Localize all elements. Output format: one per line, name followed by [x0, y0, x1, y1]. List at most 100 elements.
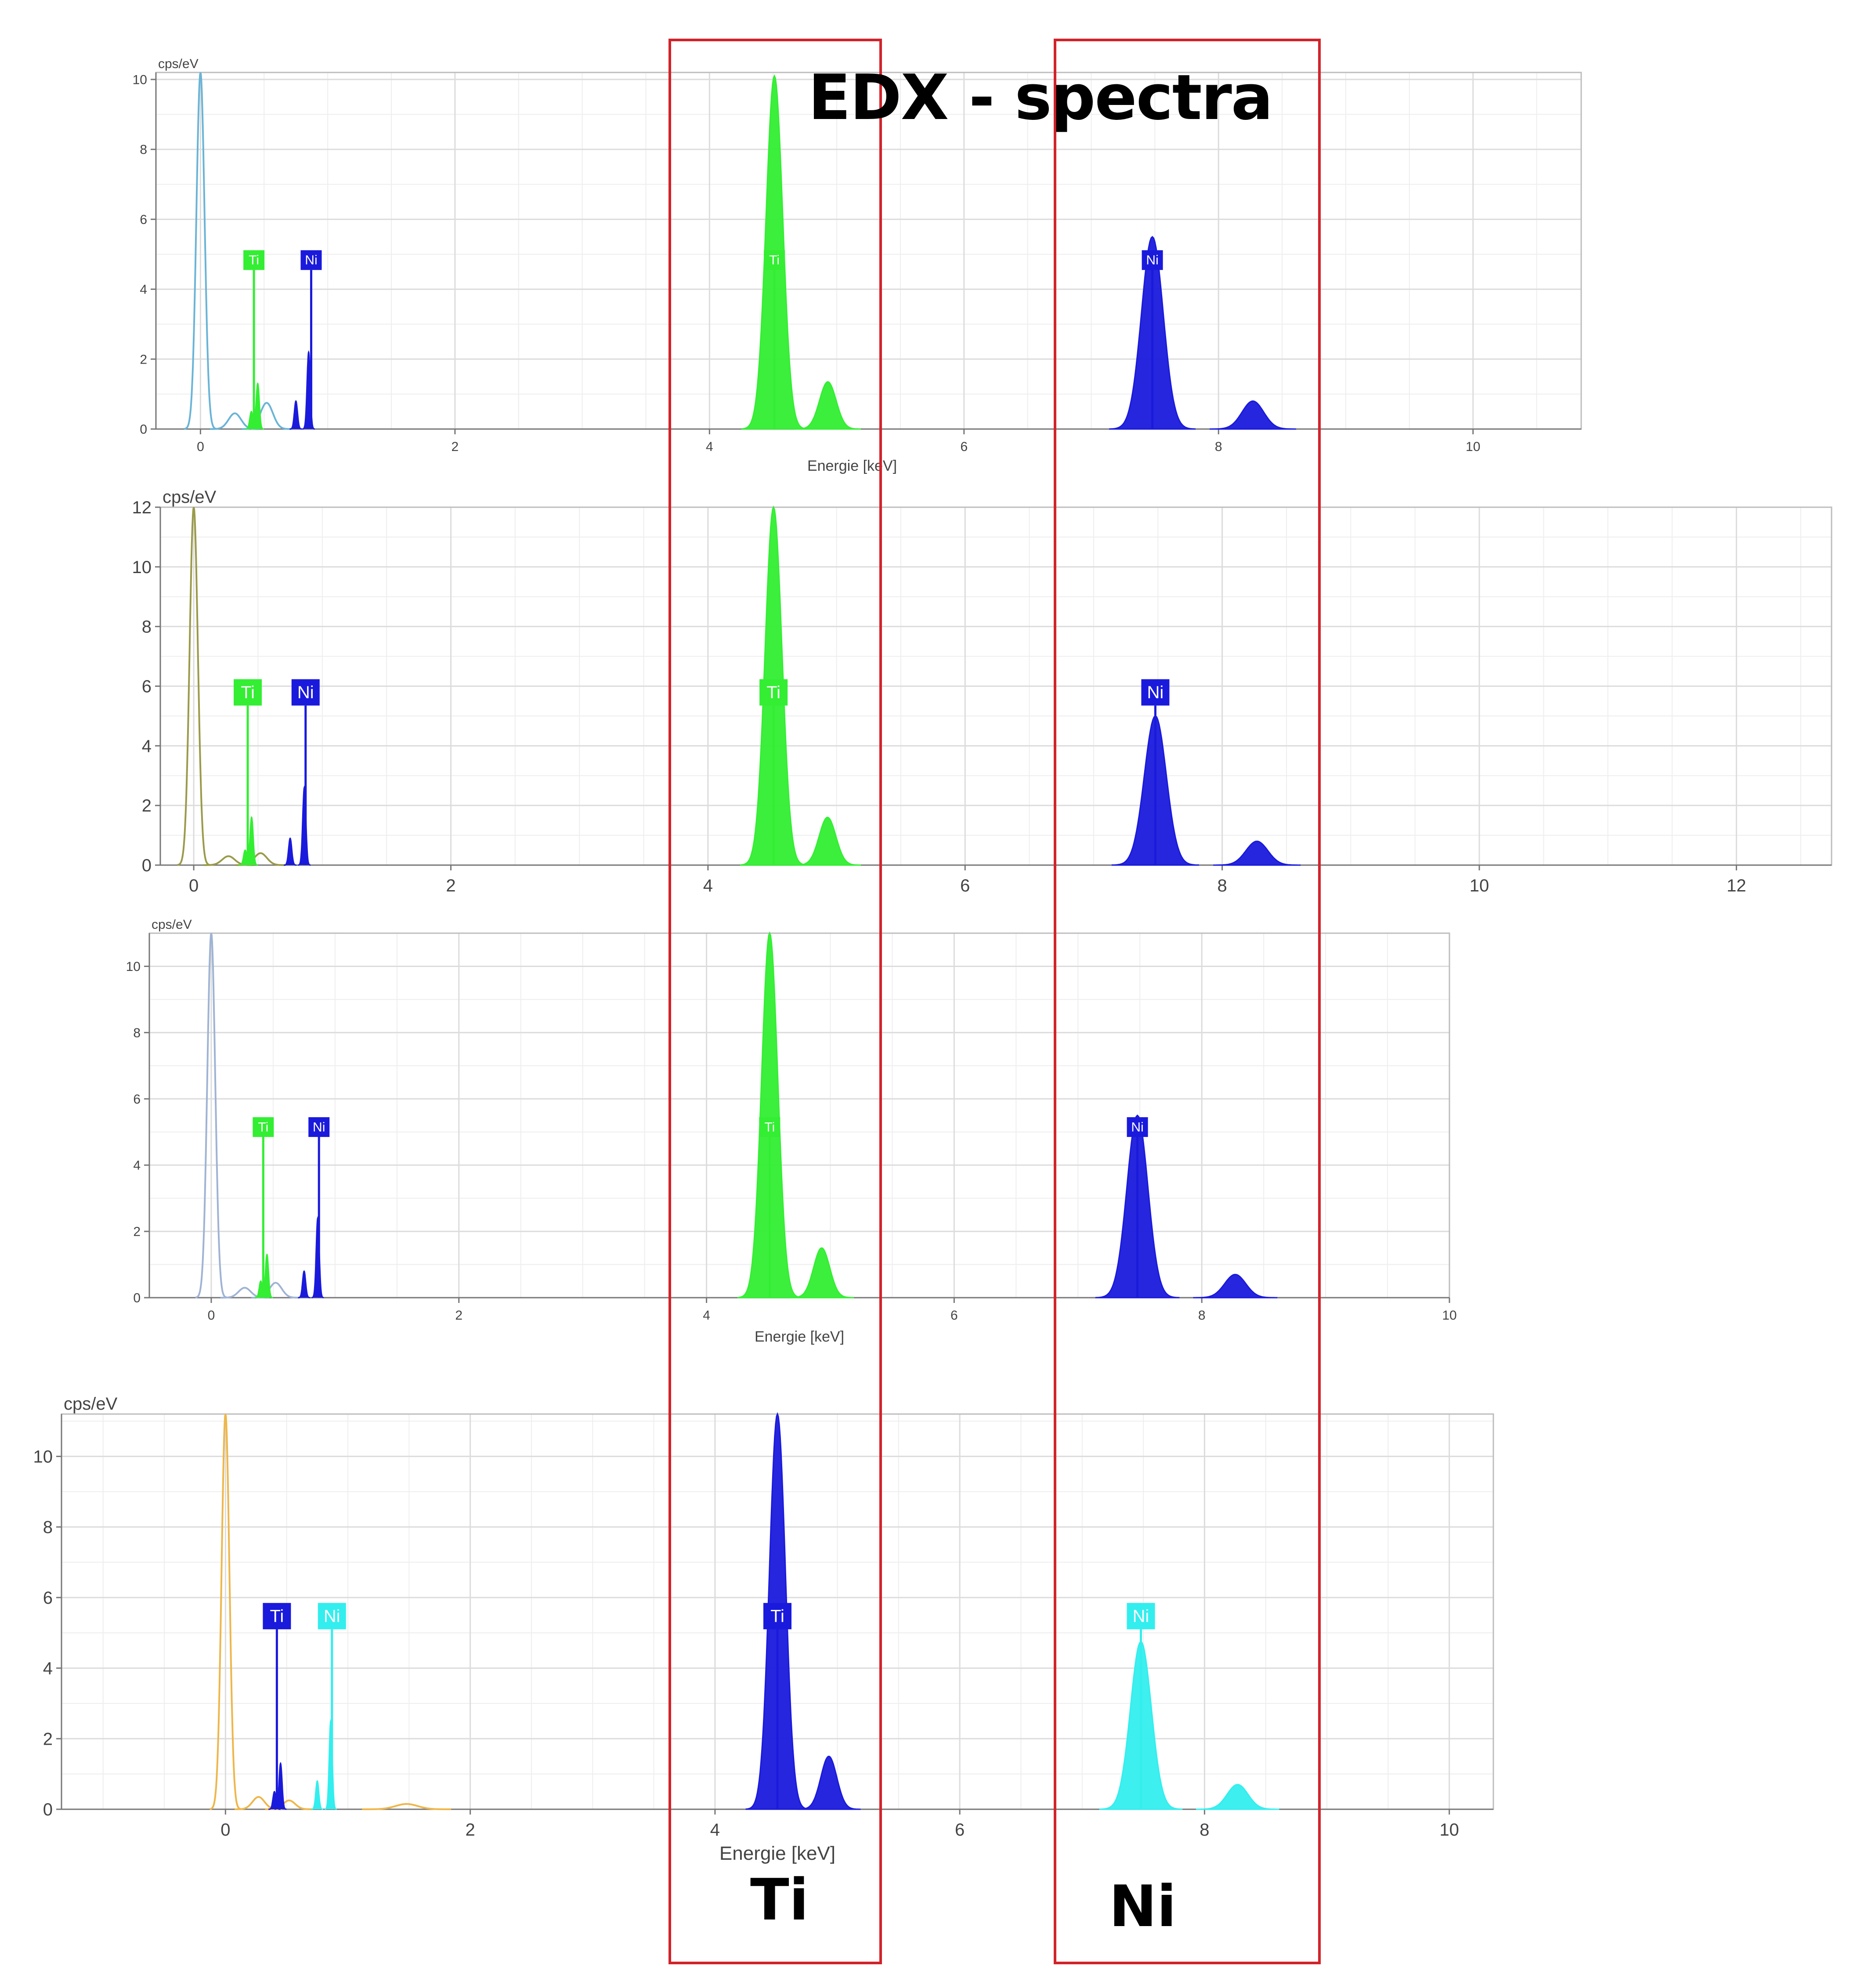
y-axis-label: cps/eV — [163, 487, 217, 507]
y-tick-label: 10 — [132, 558, 152, 577]
peak-marker-ni: Ni — [318, 1603, 346, 1809]
y-tick-label: 0 — [142, 856, 152, 875]
marker-box — [308, 1117, 330, 1137]
y-tick-label: 8 — [140, 143, 147, 157]
x-tick-label: 4 — [706, 440, 713, 454]
x-tick-label: 0 — [189, 876, 199, 895]
y-axis-label: cps/eV — [152, 917, 192, 932]
x-tick-label: 4 — [710, 1820, 720, 1840]
x-tick-label: 2 — [452, 440, 459, 454]
peak — [1193, 1274, 1278, 1299]
peak — [311, 1216, 324, 1299]
x-tick-label: 2 — [455, 1308, 462, 1323]
marker-label: Ni — [313, 1120, 325, 1134]
marker-label: Ni — [305, 253, 317, 267]
background-peak — [362, 1803, 452, 1810]
x-tick-label: 6 — [960, 440, 968, 454]
marker-box — [759, 679, 788, 706]
marker-label: Ti — [770, 1606, 784, 1626]
spectrum-chart-1: 0 2 4 6 8 10 0 2 4 6 8 10 cps/eV Energie [keV] Ti Ni Ti N… — [133, 57, 1582, 474]
x-tick-label: 8 — [1200, 1820, 1209, 1840]
x-tick-label: 4 — [703, 876, 713, 895]
y-tick-label: 8 — [133, 1026, 141, 1040]
marker-label: Ni — [1146, 253, 1158, 267]
x-tick-label: 2 — [446, 876, 455, 895]
marker-box — [263, 1603, 291, 1630]
y-tick-label: 4 — [43, 1659, 53, 1678]
peak-marker-ti: Ti — [253, 1117, 274, 1298]
y-tick-label: 0 — [133, 1291, 141, 1306]
peak — [245, 411, 258, 430]
x-tick-label: 8 — [1218, 876, 1227, 895]
marker-box — [759, 1117, 780, 1137]
marker-box — [1127, 1603, 1155, 1630]
y-tick-label: 4 — [140, 282, 147, 297]
x-tick-label: 10 — [1439, 1820, 1459, 1840]
peak — [284, 837, 296, 866]
peak — [302, 350, 315, 430]
marker-box — [1141, 679, 1170, 706]
x-tick-label: 6 — [955, 1820, 965, 1840]
marker-label: Ti — [766, 683, 780, 702]
marker-box — [763, 1603, 791, 1630]
y-tick-label: 8 — [142, 617, 152, 637]
marker-box — [1142, 250, 1163, 270]
x-tick-label: 6 — [960, 876, 970, 895]
marker-label: Ti — [249, 253, 259, 267]
peak — [794, 816, 861, 866]
background-peak — [184, 72, 217, 430]
peak-marker-ti: Ti — [263, 1603, 291, 1809]
background-peak — [210, 1414, 242, 1810]
x-axis-label: Energie [keV] — [807, 458, 897, 474]
peak-marker-ti: Ti — [243, 250, 265, 429]
y-tick-label: 6 — [142, 677, 152, 696]
marker-label: Ti — [270, 1606, 284, 1626]
x-tick-label: 12 — [1727, 876, 1746, 895]
y-tick-label: 6 — [133, 1092, 141, 1107]
peak — [737, 931, 802, 1299]
x-axis-label: Energie [keV] — [755, 1328, 844, 1345]
spectrum-chart-3: 0 2 4 6 8 10 0 2 4 6 8 10 cps/eV Energie [keV] Ti Ni Ti N… — [126, 917, 1457, 1345]
marker-label: Ti — [241, 683, 255, 702]
x-axis-label: Energie [keV] — [719, 1843, 835, 1864]
x-tick-label: 0 — [197, 440, 204, 454]
y-tick-label: 0 — [140, 422, 147, 437]
y-tick-label: 2 — [140, 352, 147, 367]
y-tick-label: 2 — [43, 1729, 53, 1749]
x-tick-label: 2 — [466, 1820, 475, 1840]
x-tick-label: 4 — [703, 1308, 710, 1323]
marker-label: Ni — [297, 683, 314, 702]
plot-area — [149, 933, 1449, 1298]
x-tick-label: 8 — [1198, 1308, 1206, 1323]
peak — [311, 1780, 323, 1810]
y-tick-label: 4 — [133, 1158, 141, 1173]
peak-marker-ni: Ni — [291, 679, 320, 865]
background-peak — [177, 507, 210, 866]
marker-label: Ni — [1131, 1120, 1143, 1134]
y-tick-label: 6 — [140, 213, 147, 227]
y-tick-label: 10 — [133, 72, 147, 87]
y-axis-label: cps/eV — [158, 57, 199, 71]
y-tick-label: 2 — [142, 796, 152, 815]
peak — [298, 1270, 311, 1299]
peak-marker-ni: Ni — [1127, 1603, 1155, 1809]
peak — [1196, 1784, 1279, 1810]
peak — [254, 1280, 267, 1299]
y-tick-label: 12 — [132, 498, 152, 517]
peak — [325, 1718, 337, 1810]
marker-label: Ni — [324, 1606, 340, 1626]
marker-box — [291, 679, 320, 706]
peak-marker-ni: Ni — [300, 250, 322, 429]
marker-box — [243, 250, 265, 270]
peak-marker-ti: Ti — [234, 679, 262, 865]
marker-label: Ti — [769, 253, 780, 267]
x-tick-label: 10 — [1442, 1308, 1456, 1323]
peak — [789, 1247, 854, 1299]
x-tick-label: 8 — [1215, 440, 1222, 454]
x-tick-label: 10 — [1470, 876, 1489, 895]
peak-marker-ti: Ti — [763, 1603, 791, 1809]
peak-marker-ni: Ni — [1142, 250, 1163, 429]
y-tick-label: 6 — [43, 1588, 53, 1608]
marker-label: Ni — [1147, 683, 1164, 702]
spectrum-chart-2: 0 2 4 6 8 10 12 0 2 4 6 8 10 12 cps/eV Ti Ni Ti Ni — [132, 487, 1832, 895]
